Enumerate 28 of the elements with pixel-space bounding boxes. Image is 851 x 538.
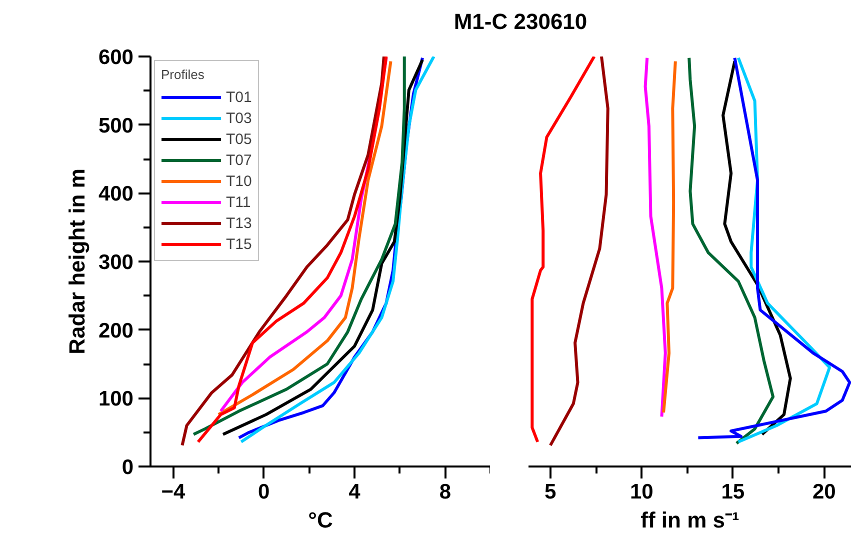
y-tick-label: 400: [98, 182, 134, 206]
y-tick-label: 500: [98, 114, 134, 138]
legend-title: Profiles: [161, 67, 206, 82]
x-tick-label: 8: [439, 480, 452, 504]
y-tick-label: 300: [98, 251, 134, 274]
x-tick-label: 10: [630, 480, 654, 504]
x-tick-label: 5: [544, 480, 557, 504]
x-axis-title: ff in m s⁻¹: [640, 508, 740, 532]
legend-label: T11: [226, 194, 251, 210]
y-tick-label: 0: [122, 456, 134, 479]
chart-title: M1-C 230610: [454, 8, 588, 36]
legend-label: T05: [226, 130, 252, 148]
legend-label: T13: [226, 214, 252, 232]
x-tick-label: 15: [721, 480, 745, 504]
y-tick-label: 100: [98, 388, 134, 411]
legend-label: T03: [226, 110, 252, 126]
x-tick-label: 0: [258, 480, 270, 504]
x-tick-label: 20: [812, 480, 836, 504]
x-tick-label: 4: [348, 480, 361, 504]
legend-label: T15: [226, 236, 252, 252]
x-axis-title: °C: [308, 508, 333, 532]
y-tick-label: 600: [98, 46, 134, 69]
legend-label: T07: [226, 152, 252, 168]
x-tick-label: −4: [161, 480, 186, 504]
legend-label: T01: [226, 88, 252, 106]
y-tick-label: 200: [98, 319, 134, 342]
y-axis-title: Radar height in m: [64, 168, 90, 354]
legend-label: T10: [226, 172, 252, 190]
